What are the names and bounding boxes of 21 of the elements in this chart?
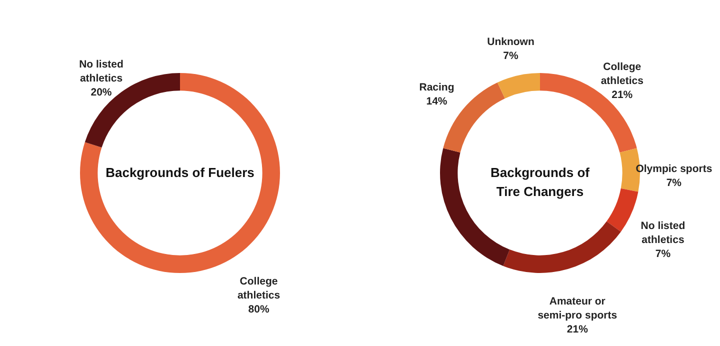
slice-label: College athletics (237, 275, 280, 302)
data-label: 80% (248, 303, 270, 316)
text: Backgrounds of Fuelers (106, 165, 254, 180)
data-label: 7% (655, 248, 672, 260)
slice-label: Unknown (487, 36, 534, 48)
donut-slice (606, 188, 638, 232)
data-label: 20% (90, 86, 112, 99)
slice-label: Amateur or semi-pro sports (538, 296, 618, 322)
donut-slice (503, 221, 621, 273)
data-label: 7% (503, 50, 520, 62)
donut-slice (497, 73, 540, 99)
donut-slice (80, 73, 280, 273)
slice-label: No listed athletics (640, 220, 686, 246)
data-label: 21% (566, 324, 589, 336)
data-label: 7% (666, 176, 682, 189)
data-label: 21% (612, 89, 634, 102)
slice-label: College athletics (600, 61, 644, 88)
data-label: 14% (426, 96, 448, 108)
slice-label: No listed athletics (79, 58, 124, 85)
text: Backgrounds of Tire Changers (490, 165, 590, 199)
slice-label: Racing (419, 82, 454, 94)
